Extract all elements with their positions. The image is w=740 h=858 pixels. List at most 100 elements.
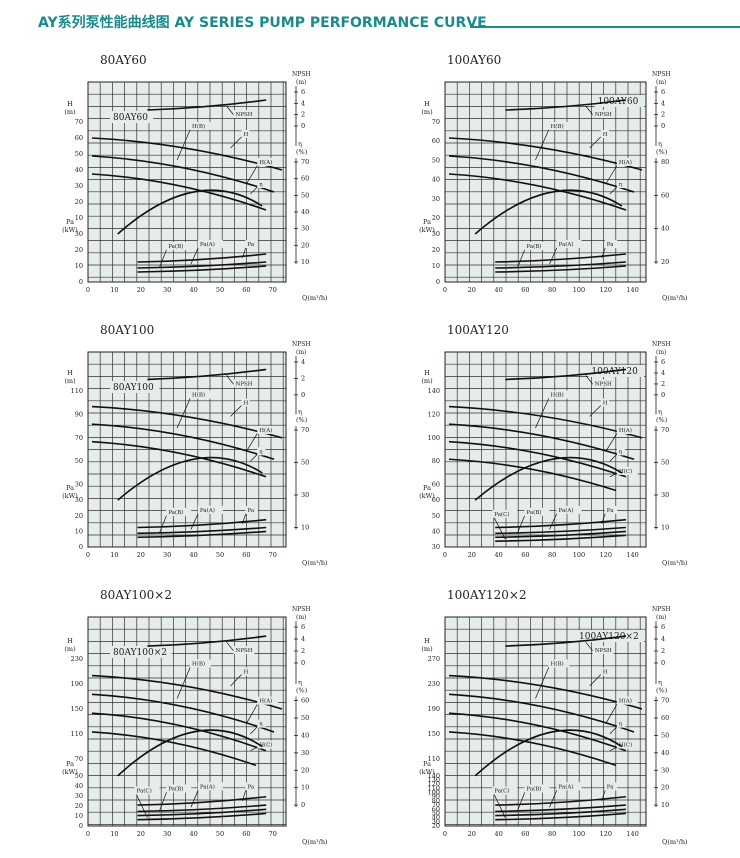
pa-curve-label: Pa (607, 242, 614, 248)
curve-label-bg (604, 240, 618, 248)
leader-line (250, 185, 259, 195)
curve-label-bg (548, 122, 570, 130)
curve-label-bg (241, 130, 250, 138)
power-tick-label: 0 (79, 278, 83, 286)
leader-line (549, 511, 558, 530)
leader-line (246, 702, 259, 724)
head-tick-label: 110 (71, 730, 83, 738)
pa-a-curve-label: Pa(A) (559, 507, 574, 514)
npsh-curve (147, 368, 267, 381)
eff-tick-label: 50 (301, 191, 309, 199)
head-tick-label: 70 (75, 755, 83, 763)
power-tick-label: 10 (75, 812, 83, 820)
power-curve-pb (495, 808, 626, 817)
head-axis-unit: (m) (64, 377, 76, 385)
head-tick-label: 30 (432, 195, 440, 203)
pb-curve-label: Pa(B) (526, 243, 541, 250)
npsh-curve-label: NPSH (236, 648, 253, 654)
leader-line (492, 792, 506, 818)
leader-line (601, 788, 607, 802)
leader-line (226, 641, 235, 653)
chart-panel-100ay60: 100AY60 100AY60 0 20 40 60 80 100 120 140 Q(m³/h) 2… (370, 40, 740, 310)
chart-panel-100ay120x2: 100AY120×2 100AY120×2 0 20 40 60 80 100 120 140 Q(… (370, 575, 740, 854)
eff-tick-label: 40 (661, 225, 669, 233)
ha-curve-label: H(A) (619, 698, 632, 705)
power-tick-label: 70 (432, 801, 440, 809)
curve-label-bg (257, 719, 266, 728)
power-curve-pa (137, 518, 267, 529)
x-tick-label: 120 (600, 286, 612, 294)
eta-curve-label: η (619, 182, 622, 188)
power-curve-pa-a (137, 526, 267, 535)
head-tick-label: 70 (432, 118, 440, 126)
head-curve-c (91, 731, 257, 767)
model-box-label: 100AY120 (591, 367, 638, 377)
leader-line (609, 725, 619, 735)
hb-curve-label: H(B) (551, 123, 564, 130)
leader-line (176, 396, 192, 429)
x-tick-label: 50 (216, 551, 224, 559)
curve-label-bg (166, 242, 192, 250)
head-axis-unit: (m) (421, 645, 433, 653)
x-tick-label: 0 (443, 286, 447, 294)
header: AY系列泵性能曲线图 AY SERIES PUMP PERFORMANCE CU… (0, 0, 740, 40)
power-curve-pa (495, 253, 626, 263)
head-tick-label: 230 (71, 655, 83, 663)
h-curve-label: H (603, 670, 608, 676)
npsh-axis-label: NPSH (292, 71, 311, 78)
power-curve-pb (137, 808, 267, 817)
curve-label-bg (245, 782, 258, 791)
curve-label-bg (548, 390, 570, 399)
curve-label-bg (257, 696, 279, 705)
eff-tick-label: 50 (661, 731, 669, 739)
curve-label-bg (616, 740, 638, 749)
head-tick-label: 10 (75, 214, 83, 222)
x-axis-label: Q(m³/h) (662, 559, 688, 567)
leader-line (250, 453, 259, 462)
power-tick-label: 30 (75, 792, 83, 800)
eta-curve-label: η (619, 722, 622, 728)
power-axis-unit: (kW) (62, 226, 78, 234)
curve-label-bg (492, 786, 518, 795)
hb-curve-label: H(B) (551, 661, 564, 668)
npsh-axis-unit: (m) (296, 349, 306, 356)
curve-label-bg (257, 447, 266, 456)
ha-curve-label: H(A) (259, 159, 272, 166)
curve-label-bg (616, 466, 638, 475)
leader-line (230, 673, 243, 687)
eta-curve-label: η (259, 182, 262, 188)
head-tick-label: 80 (432, 457, 440, 465)
eff-tick-label: 60 (301, 175, 309, 183)
pb-curve-label: Pa(B) (168, 243, 183, 250)
head-axis-unit: (m) (64, 645, 76, 653)
curve-label-bg (556, 505, 582, 514)
head-tick-label: 30 (75, 182, 83, 190)
pa-a-curve-label: Pa(A) (200, 507, 215, 514)
power-curve-pa-a (495, 261, 626, 269)
eff-tick-label: 50 (301, 459, 309, 467)
npsh-tick-label: 2 (301, 111, 305, 119)
head-axis-unit: (m) (421, 377, 433, 385)
eff-axis-unit: (%) (656, 416, 668, 424)
title-rule (470, 26, 740, 28)
head-curve-a (91, 440, 267, 478)
eff-tick-label: 20 (661, 784, 669, 792)
power-tick-label: 20 (75, 512, 83, 520)
chart-panel-100ay120: 100AY120 100AY120 0 20 40 60 80 100 120 140 Q(m³/h… (370, 310, 740, 575)
x-tick-label: 100 (573, 830, 585, 838)
head-axis-label: H (67, 100, 73, 108)
curve-label-bg (189, 659, 211, 668)
power-axis-label: Pa (423, 760, 431, 768)
x-tick-label: 50 (216, 830, 224, 838)
eff-axis-unit: (%) (656, 687, 668, 695)
curve-label-bg (245, 505, 258, 514)
curve-label-bg (548, 659, 570, 668)
x-tick-label: 30 (163, 830, 171, 838)
leader-line (585, 105, 595, 117)
power-tick-label: 40 (75, 782, 83, 790)
x-tick-label: 0 (86, 286, 90, 294)
eff-tick-label: 60 (661, 191, 669, 199)
power-tick-label: 90 (432, 793, 440, 801)
curve-label-bg (616, 719, 626, 728)
